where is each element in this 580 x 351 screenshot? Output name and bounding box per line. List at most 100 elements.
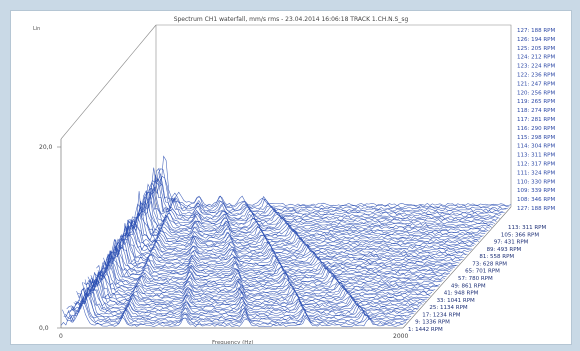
- rpm-label-front: 17: 1234 RPM: [422, 312, 460, 318]
- rpm-label-front: 73: 628 RPM: [472, 261, 507, 267]
- rpm-label-front: 49: 861 RPM: [451, 283, 486, 289]
- spectrum-trace: [111, 226, 462, 263]
- spectrum-trace: [121, 219, 473, 250]
- spectrum-traces: [60, 155, 512, 328]
- rpm-label-front: 81: 558 RPM: [479, 254, 514, 260]
- spectrum-trace: [84, 270, 431, 297]
- spectrum-trace: [97, 251, 446, 281]
- rpm-label-back: 114: 304 RPM: [517, 144, 555, 150]
- spectrum-trace: [99, 245, 447, 279]
- spectrum-trace: [152, 168, 508, 210]
- spectrum-trace: [155, 155, 512, 207]
- rpm-label-back: 126: 194 RPM: [517, 37, 555, 43]
- spectrum-trace: [110, 226, 460, 264]
- rpm-label-back: 110: 330 RPM: [517, 179, 555, 185]
- rpm-label-back: 118: 274 RPM: [517, 108, 555, 114]
- spectrum-trace: [147, 178, 502, 217]
- waterfall-plot: 20,0 0,0 0 2000 Frequency (Hz) 127: 188 RPM 12…: [39, 24, 555, 344]
- rpm-label-back: 122: 236 RPM: [517, 73, 555, 79]
- spectrum-trace: [62, 297, 405, 326]
- spectrum-trace: [60, 303, 404, 328]
- rpm-label-front: 89: 493 RPM: [487, 247, 522, 253]
- spectrum-trace: [87, 262, 434, 293]
- spectrum-trace: [133, 202, 486, 235]
- spectrum-trace: [151, 181, 507, 212]
- rpm-label-front: 33: 1041 RPM: [437, 298, 475, 304]
- spectrum-trace: [102, 239, 450, 275]
- spectrum-trace: [123, 218, 475, 248]
- y-axis-label: Lin: [33, 26, 41, 32]
- spectrum-trace: [93, 250, 441, 286]
- y-tick-label-20: 20,0: [39, 144, 53, 151]
- spectrum-trace: [82, 273, 428, 301]
- labels-group: 20,0 0,0 0 2000 Frequency (Hz) 127: 188 RPM 12…: [39, 28, 555, 344]
- waterfall-chart-panel: Spectrum CH1 waterfall, mm/s rms - 23.04…: [10, 10, 572, 345]
- spectrum-trace: [141, 187, 496, 225]
- spectrum-trace: [69, 290, 413, 317]
- rpm-label-back: 111: 324 RPM: [517, 170, 555, 176]
- rpm-label-back: 113: 311 RPM: [517, 153, 555, 159]
- spectrum-trace: [100, 239, 449, 277]
- rpm-label-front: 113: 311 RPM: [508, 225, 546, 231]
- back-wall-frame: [156, 24, 512, 207]
- rpm-label-back: 121: 247 RPM: [517, 81, 555, 87]
- chart-title: Spectrum CH1 waterfall, mm/s rms - 23.04…: [173, 16, 409, 23]
- spectrum-trace: [150, 172, 505, 214]
- spectrum-trace: [66, 292, 410, 320]
- rpm-label-front: 105: 366 RPM: [501, 232, 539, 238]
- spectrum-trace: [120, 221, 471, 252]
- rpm-label-back: 123: 224 RPM: [517, 64, 555, 70]
- spectrum-trace: [148, 167, 503, 216]
- spectrum-trace: [89, 259, 436, 292]
- spectrum-trace: [154, 175, 510, 209]
- rpm-label-front: 41: 948 RPM: [444, 291, 479, 297]
- spectrum-trace: [103, 241, 452, 274]
- rpm-label-front: 65: 701 RPM: [465, 269, 500, 275]
- spectrum-trace: [113, 224, 463, 261]
- right-depth-edge: [402, 206, 512, 329]
- left-depth-edge: [60, 24, 157, 140]
- rpm-label-back: 108: 346 RPM: [517, 197, 555, 203]
- spectrum-trace: [90, 253, 437, 290]
- rpm-label-back: 125: 205 RPM: [517, 46, 555, 52]
- x-axis-label: Frequency (Hz): [212, 340, 253, 344]
- spectrum-trace: [137, 192, 491, 230]
- rpm-label-back: 124: 212 RPM: [517, 55, 555, 61]
- spectrum-trace: [142, 188, 497, 223]
- rpm-label-back: 112: 317 RPM: [517, 162, 555, 168]
- spectrum-trace: [114, 223, 465, 259]
- spectrum-trace: [140, 183, 494, 227]
- spectrum-trace: [79, 276, 425, 304]
- spectrum-trace: [75, 280, 420, 310]
- x-tick-label-0: 0: [59, 333, 63, 340]
- rpm-label-back: 116: 290 RPM: [517, 126, 555, 132]
- rpm-label-front: 57: 780 RPM: [458, 276, 493, 282]
- axes-group: [57, 24, 512, 329]
- rpm-label-back: 119: 265 RPM: [517, 99, 555, 105]
- rpm-label-front: 25: 1134 RPM: [429, 305, 467, 311]
- rpm-label-back: 127: 188 RPM: [517, 206, 555, 212]
- spectrum-trace: [125, 212, 478, 245]
- rpm-label-front: 1: 1442 RPM: [408, 327, 443, 333]
- rpm-label-back: 120: 256 RPM: [517, 90, 555, 96]
- x-tick-label-2000: 2000: [393, 333, 408, 340]
- spectrum-trace: [108, 237, 458, 266]
- spectrum-trace: [91, 254, 439, 288]
- rpm-label-back: 115: 298 RPM: [517, 135, 555, 141]
- spectrum-trace: [76, 280, 421, 308]
- spectrum-trace: [94, 250, 442, 284]
- rpm-label-back: 109: 339 RPM: [517, 188, 555, 194]
- spectrum-trace: [63, 299, 407, 324]
- spectrum-trace: [130, 200, 483, 239]
- spectrum-trace: [145, 167, 500, 219]
- spectrum-trace: [129, 191, 481, 241]
- y-tick-label-0: 0,0: [39, 325, 49, 332]
- spectrum-trace: [134, 196, 487, 234]
- spectrum-trace: [118, 220, 470, 254]
- rpm-label-back: 117: 281 RPM: [517, 117, 555, 123]
- spectrum-trace: [144, 182, 499, 221]
- rpm-label-front: 97: 431 RPM: [494, 240, 529, 246]
- spectrum-trace: [116, 219, 467, 257]
- rpm-label-back: 127: 188 RPM: [517, 28, 555, 34]
- spectrum-trace: [117, 219, 468, 255]
